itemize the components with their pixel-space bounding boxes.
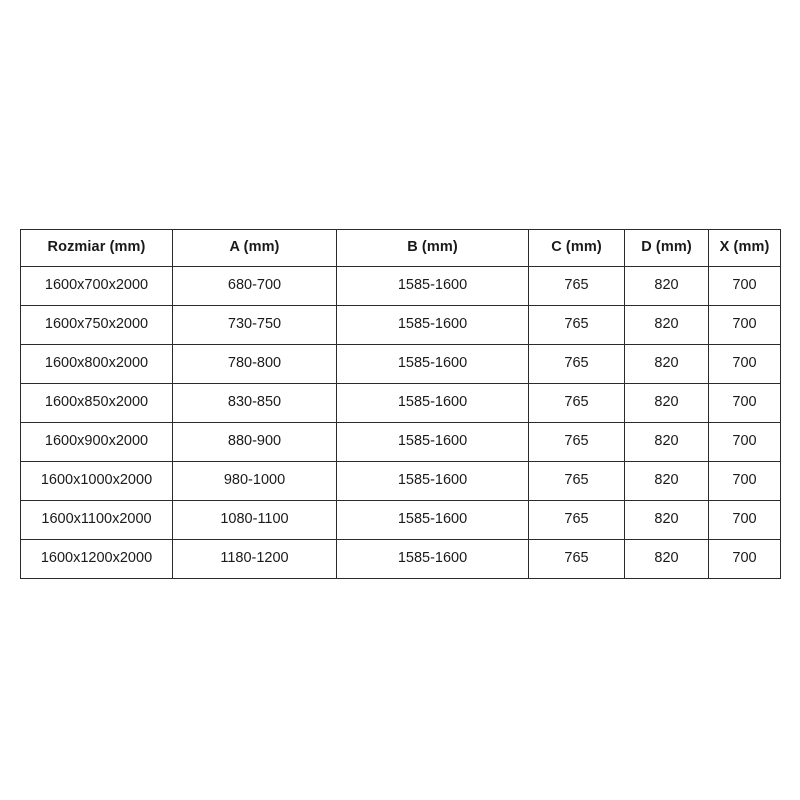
cell-a: 830-850 bbox=[172, 383, 337, 423]
cell-b: 1585-1600 bbox=[336, 266, 529, 306]
cell-c: 765 bbox=[528, 305, 625, 345]
cell-c: 765 bbox=[528, 461, 625, 501]
cell-x: 700 bbox=[708, 305, 781, 345]
cell-size: 1600x1000x2000 bbox=[20, 461, 173, 501]
cell-b: 1585-1600 bbox=[336, 344, 529, 384]
cell-b: 1585-1600 bbox=[336, 383, 529, 423]
cell-size: 1600x750x2000 bbox=[20, 305, 173, 345]
table-header: Rozmiar (mm) A (mm) B (mm) C (mm) D (mm)… bbox=[20, 229, 781, 267]
cell-size: 1600x700x2000 bbox=[20, 266, 173, 306]
cell-b: 1585-1600 bbox=[336, 539, 529, 579]
table-row: 1600x1000x2000 980-1000 1585-1600 765 820 700 bbox=[20, 461, 781, 501]
column-header-b: B (mm) bbox=[336, 229, 529, 267]
column-header-x: X (mm) bbox=[708, 229, 781, 267]
cell-x: 700 bbox=[708, 344, 781, 384]
column-header-d: D (mm) bbox=[624, 229, 709, 267]
cell-size: 1600x1200x2000 bbox=[20, 539, 173, 579]
cell-a: 1080-1100 bbox=[172, 500, 337, 540]
cell-d: 820 bbox=[624, 266, 709, 306]
cell-d: 820 bbox=[624, 539, 709, 579]
cell-c: 765 bbox=[528, 383, 625, 423]
table-body: 1600x700x2000 680-700 1585-1600 765 820 700 16… bbox=[20, 266, 781, 579]
cell-x: 700 bbox=[708, 383, 781, 423]
cell-d: 820 bbox=[624, 422, 709, 462]
cell-a: 780-800 bbox=[172, 344, 337, 384]
cell-size: 1600x1100x2000 bbox=[20, 500, 173, 540]
cell-d: 820 bbox=[624, 344, 709, 384]
cell-size: 1600x900x2000 bbox=[20, 422, 173, 462]
cell-x: 700 bbox=[708, 422, 781, 462]
table-row: 1600x1100x2000 1080-1100 1585-1600 765 820 70… bbox=[20, 500, 781, 540]
cell-x: 700 bbox=[708, 539, 781, 579]
cell-c: 765 bbox=[528, 539, 625, 579]
column-header-size: Rozmiar (mm) bbox=[20, 229, 173, 267]
cell-b: 1585-1600 bbox=[336, 305, 529, 345]
column-header-c: C (mm) bbox=[528, 229, 625, 267]
cell-b: 1585-1600 bbox=[336, 461, 529, 501]
cell-d: 820 bbox=[624, 461, 709, 501]
table-row: 1600x700x2000 680-700 1585-1600 765 820 700 bbox=[20, 266, 781, 306]
cell-a: 880-900 bbox=[172, 422, 337, 462]
cell-b: 1585-1600 bbox=[336, 422, 529, 462]
table-row: 1600x850x2000 830-850 1585-1600 765 820 700 bbox=[20, 383, 781, 423]
cell-c: 765 bbox=[528, 500, 625, 540]
cell-size: 1600x850x2000 bbox=[20, 383, 173, 423]
cell-c: 765 bbox=[528, 266, 625, 306]
cell-d: 820 bbox=[624, 500, 709, 540]
cell-d: 820 bbox=[624, 383, 709, 423]
cell-d: 820 bbox=[624, 305, 709, 345]
specification-table-container: Rozmiar (mm) A (mm) B (mm) C (mm) D (mm)… bbox=[20, 229, 781, 579]
table-row: 1600x900x2000 880-900 1585-1600 765 820 700 bbox=[20, 422, 781, 462]
cell-a: 980-1000 bbox=[172, 461, 337, 501]
cell-c: 765 bbox=[528, 344, 625, 384]
specification-table: Rozmiar (mm) A (mm) B (mm) C (mm) D (mm)… bbox=[20, 229, 781, 579]
cell-c: 765 bbox=[528, 422, 625, 462]
cell-a: 1180-1200 bbox=[172, 539, 337, 579]
cell-a: 730-750 bbox=[172, 305, 337, 345]
cell-x: 700 bbox=[708, 266, 781, 306]
table-row: 1600x1200x2000 1180-1200 1585-1600 765 820 70… bbox=[20, 539, 781, 579]
table-row: 1600x750x2000 730-750 1585-1600 765 820 700 bbox=[20, 305, 781, 345]
cell-x: 700 bbox=[708, 500, 781, 540]
cell-b: 1585-1600 bbox=[336, 500, 529, 540]
cell-a: 680-700 bbox=[172, 266, 337, 306]
table-row: 1600x800x2000 780-800 1585-1600 765 820 700 bbox=[20, 344, 781, 384]
cell-x: 700 bbox=[708, 461, 781, 501]
table-header-row: Rozmiar (mm) A (mm) B (mm) C (mm) D (mm)… bbox=[20, 229, 781, 267]
cell-size: 1600x800x2000 bbox=[20, 344, 173, 384]
column-header-a: A (mm) bbox=[172, 229, 337, 267]
